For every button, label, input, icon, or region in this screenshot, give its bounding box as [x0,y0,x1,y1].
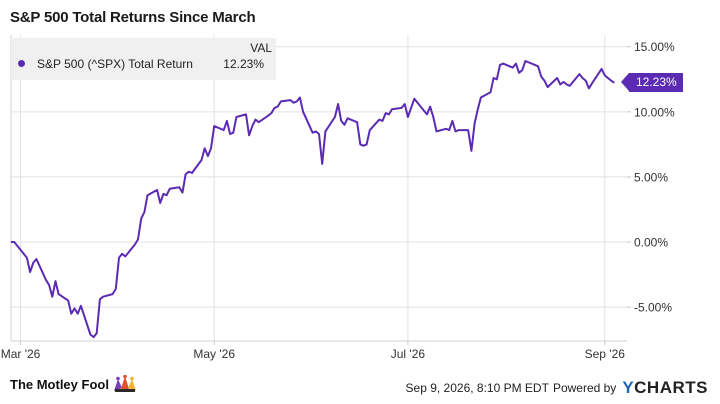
y-tick-label: 10.00% [634,105,675,119]
x-tick-label: Sep '26 [585,347,626,361]
footer-credits: Sep 9, 2026, 8:10 PM EDT Powered by YCHA… [406,378,708,398]
motley-fool-logo: The Motley Fool [10,375,138,393]
x-tick-label: May '26 [193,347,235,361]
y-axis-ticks: 15.00% 10.00% 5.00% 0.00% -5.00% [627,40,675,315]
jester-hat-icon [113,375,136,392]
grid-lines [10,35,627,342]
ycharts-logo: YCHARTS [622,378,708,397]
y-tick-label: 0.00% [634,236,668,250]
powered-by-text: Powered by [552,381,617,395]
legend-header: VAL [250,41,272,55]
series-line [11,60,615,339]
brand-name: The Motley Fool [10,376,109,392]
x-tick-label: Jul '26 [391,347,426,361]
legend: VAL S&P 500 (^SPX) Total Return 12.23% [11,38,276,80]
x-axis-ticks: Mar '26 May '26 Jul '26 Sep '26 [1,341,626,361]
chart-title: S&P 500 Total Returns Since March [10,9,256,26]
legend-series-name: S&P 500 (^SPX) Total Return [37,57,193,71]
last-value-badge: 12.23% [621,73,683,93]
y-tick-label: 15.00% [634,40,675,54]
legend-series-value: 12.23% [223,57,264,71]
y-tick-label: 5.00% [634,170,668,184]
y-tick-label: -5.00% [634,301,672,315]
legend-dot [18,60,25,67]
footer-timestamp: Sep 9, 2026, 8:10 PM EDT [405,381,549,395]
x-tick-label: Mar '26 [1,347,41,361]
